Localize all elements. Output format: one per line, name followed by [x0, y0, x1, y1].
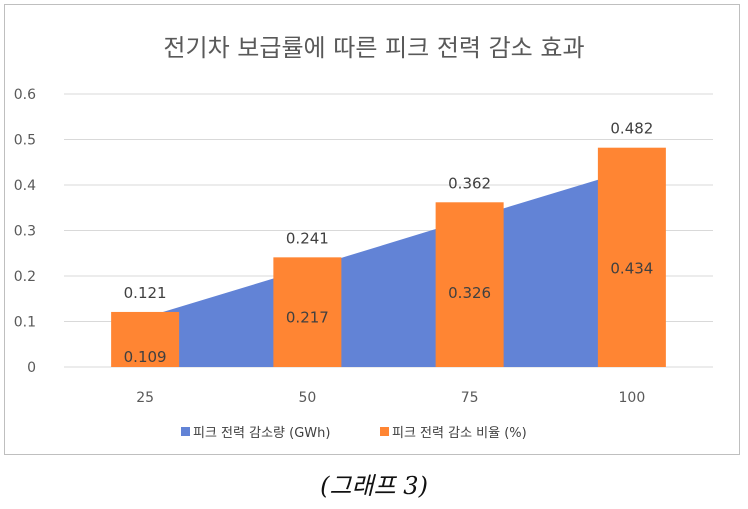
area-data-label: 0.434 [610, 259, 653, 277]
y-tick-label: 0.6 [14, 87, 36, 103]
area-data-label: 0.109 [124, 348, 167, 366]
bar-data-label: 0.121 [124, 284, 167, 302]
legend-swatch-area [181, 427, 190, 436]
bar-data-label: 0.241 [286, 229, 329, 247]
y-tick-label: 0.3 [14, 224, 36, 240]
x-tick-label: 25 [136, 390, 154, 406]
legend-label-area: 피크 전력 감소량 (GWh) [193, 426, 330, 441]
x-tick-label: 75 [461, 390, 479, 406]
area-data-label: 0.217 [286, 309, 329, 327]
y-tick-label: 0 [27, 360, 36, 376]
x-tick-label: 50 [298, 390, 316, 406]
x-tick-label: 100 [619, 390, 646, 406]
legend-swatch-bar [380, 427, 389, 436]
bar-peak-ratio [435, 202, 504, 367]
bar-peak-ratio [597, 147, 666, 367]
y-tick-label: 0.2 [14, 269, 36, 285]
legend-label-bar: 피크 전력 감소 비율 (%) [392, 426, 527, 441]
bar-data-label: 0.482 [610, 120, 653, 138]
area-data-label: 0.326 [448, 284, 491, 302]
bar-data-label: 0.362 [448, 174, 491, 192]
bar-peak-ratio [273, 257, 342, 367]
y-tick-label: 0.1 [14, 315, 36, 331]
y-tick-label: 0.4 [14, 178, 36, 194]
chart-title: 전기차 보급률에 따른 피크 전력 감소 효과 [163, 34, 584, 62]
area-series-peak-reduction [145, 169, 632, 367]
bar-peak-ratio [111, 311, 180, 367]
y-tick-label: 0.5 [14, 133, 36, 149]
figure-caption: (그래프 3) [320, 472, 428, 500]
